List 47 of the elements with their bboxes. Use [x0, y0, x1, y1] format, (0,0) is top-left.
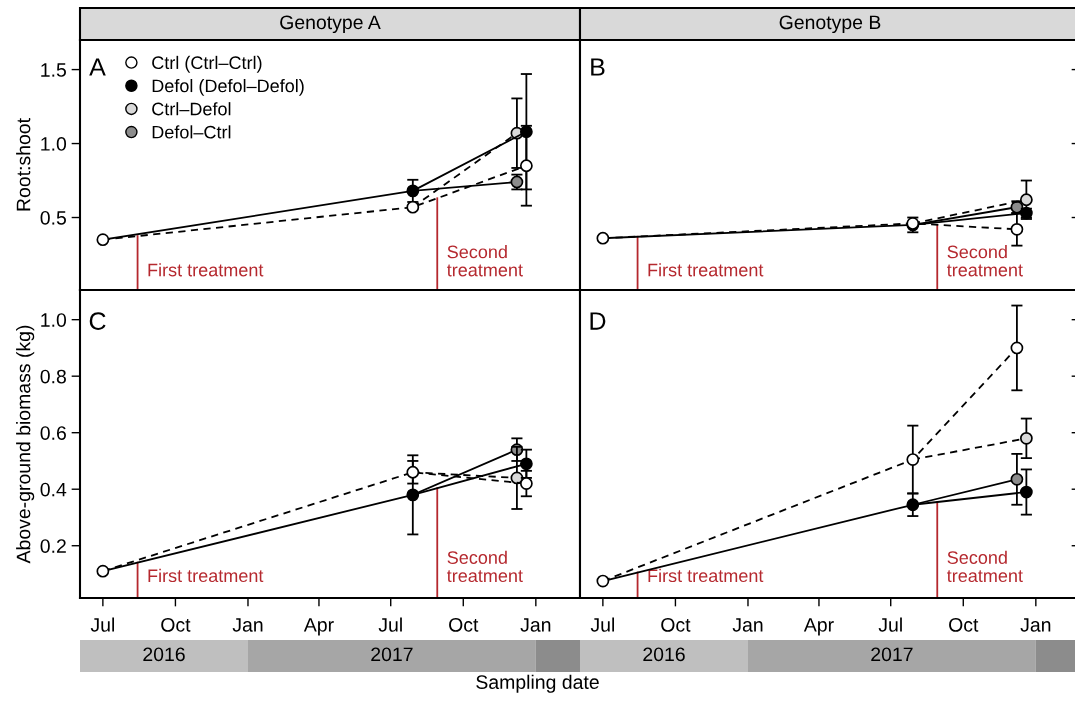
ref-line-label: Second treatment: [946, 245, 1023, 277]
y-tick-label: 1.0: [41, 313, 67, 327]
y-tick-label: 0.4: [40, 482, 67, 497]
x-tick-label: Oct: [661, 617, 691, 632]
y-tick-label: 1.5: [41, 63, 66, 77]
annotation: D: [590, 312, 606, 330]
legend-label: Ctrl–Defol: [152, 102, 231, 116]
x-tick-label: Oct: [949, 617, 979, 632]
annotation: C: [89, 312, 106, 330]
y-tick-label: 0.5: [40, 210, 66, 225]
x-tick-label: Oct: [161, 617, 191, 632]
ref-line-label: Second treatment: [946, 550, 1023, 583]
x-tick-label: Jan: [732, 618, 763, 632]
y-tick-label: 0.6: [40, 426, 66, 440]
x-tick-label: Apr: [303, 618, 334, 636]
text: 2016: [143, 647, 185, 662]
legend-label: Defol–Ctrl: [152, 125, 231, 139]
x-axis-title: Sampling date: [476, 674, 599, 693]
x-tick-label: Jul: [590, 617, 614, 632]
x-tick-label: Jan: [232, 618, 263, 632]
ref-line-label: Second treatment: [446, 550, 523, 583]
x-tick-label: Jul: [90, 617, 114, 632]
y-tick-label: 0.8: [40, 369, 66, 384]
text: 2016: [643, 647, 685, 662]
legend-label: Ctrl (Ctrl–Ctrl): [152, 55, 262, 73]
text: 2017: [871, 647, 913, 662]
x-tick-label: Oct: [449, 617, 479, 632]
annotation: A: [89, 58, 106, 76]
ref-line-label: First treatment: [648, 568, 764, 583]
ref-line-label: First treatment: [148, 263, 264, 277]
chart-title: Genotype A: [280, 15, 381, 34]
y-axis-title: Root:shoot: [16, 118, 31, 211]
chart-title: Genotype B: [779, 15, 881, 34]
y-tick-label: 1.0: [41, 137, 67, 151]
ref-line-label: Second treatment: [446, 245, 523, 277]
x-tick-label: Jan: [1020, 618, 1051, 632]
text: 2017: [371, 647, 413, 662]
x-tick-label: Jan: [520, 618, 551, 632]
x-tick-label: Jul: [878, 617, 902, 632]
y-tick-label: 0.2: [40, 539, 66, 553]
x-tick-label: Jul: [378, 617, 402, 632]
y-axis-title: Above-ground biomass (kg): [16, 325, 35, 564]
ref-line-label: First treatment: [648, 263, 764, 277]
x-tick-label: Apr: [803, 618, 834, 636]
legend-label: Defol (Defol–Defol): [152, 78, 304, 96]
annotation: B: [591, 58, 605, 76]
ref-line-label: First treatment: [148, 568, 264, 583]
